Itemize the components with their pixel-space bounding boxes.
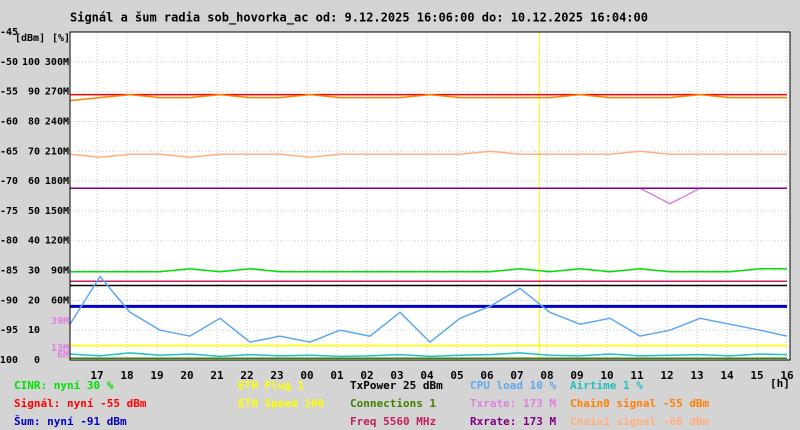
pct-tick-label: 10 [28,325,40,336]
y-tick-label: -50 [0,57,18,68]
series-line [69,93,787,102]
legend-entry: Chain1 signal -66 dBm [570,415,709,428]
y-tick-label: -90 [0,295,18,306]
y-tick-label: -45 [0,27,18,38]
legend-entry: Airtime 1 % [570,379,643,392]
legend-entry: Freq 5560 MHz [350,415,436,428]
y-tick-label: -95 [0,325,18,336]
series-line [69,352,788,358]
legend-entry: Šum: nyní -91 dBm [14,415,127,428]
x-tick-label: 07 [510,369,523,382]
rate-tick-label: 60M [51,295,69,306]
legend-entry: CPU load 10 % [470,379,556,392]
plot-frame [69,31,791,361]
legend-entry: ETH Plug 1 [238,379,305,392]
x-tick-label: 12 [660,369,673,382]
x-tick-label: 01 [330,369,344,382]
legend-entry: Rxrate: 173 M [470,415,556,428]
rate-tick-label: 240M [45,116,69,127]
y-tick-label: -80 [0,236,18,247]
x-tick-label: 20 [180,369,193,382]
x-tick-label: 00 [300,369,313,382]
x-tick-label: 21 [210,369,224,382]
series-line [70,268,787,273]
chart-title: Signál a šum radia sob_hovorka_ac od: 9.… [70,11,648,26]
x-tick-label: 05 [450,369,463,382]
series-line [69,275,788,344]
x-tick-label: 15 [750,369,763,382]
legend-entry: Signál: nyní -55 dBm [14,397,147,410]
x-tick-label: 02 [360,369,373,382]
rate-tick-label: 270M [45,87,69,98]
rate-marker: 39M [51,316,69,327]
x-tick-label: 11 [630,369,644,382]
x-tick-label: 16 [780,369,794,382]
legend-entry: CINR: nyní 30 % [14,379,114,392]
rate-tick-label: 210M [45,146,69,157]
rate-marker: 13M [51,343,69,354]
y-tick-label: -85 [0,266,18,277]
pct-tick-label: 0 [34,355,40,366]
rate-tick-label: 90M [51,266,69,277]
pct-tick-label: 100 [22,57,40,68]
y-tick-label: -65 [0,146,18,157]
pct-tick-label: 40 [28,236,40,247]
x-tick-label: 13 [690,369,703,382]
y-tick-label: -55 [0,87,18,98]
pct-tick-label: 20 [28,295,40,306]
rate-tick-label: 120M [45,236,69,247]
rate-marker: 6M [57,350,69,361]
x-tick-label: 09 [570,369,583,382]
y-tick-label: -60 [0,116,18,127]
x-tick-label: 08 [540,369,553,382]
legend-entry: Connections 1 [350,397,436,410]
pct-unit: [%] [52,33,70,44]
x-tick-label: 22 [240,369,253,382]
pct-tick-label: 80 [28,116,40,127]
y-tick-label: -75 [0,206,18,217]
x-tick-label: 23 [270,369,283,382]
legend-entry: TxPower 25 dBm [350,379,443,392]
x-tick-label: 04 [420,369,434,382]
x-tick-label: 10 [600,369,613,382]
y-tick-label: -100 [0,355,18,366]
x-tick-label: 14 [720,369,734,382]
legend-entry: Chain0 signal -55 dBm [570,397,709,410]
rate-tick-label: 300M [45,57,69,68]
x-tick-label: 17 [90,369,103,382]
pct-tick-label: 90 [28,87,40,98]
series-line [69,150,787,158]
x-unit: [h] [770,377,790,390]
y-unit: [dBm] [15,33,45,44]
x-tick-label: 19 [150,369,163,382]
pct-tick-label: 60 [28,176,40,187]
rate-tick-label: 150M [45,206,69,217]
x-tick-label: 03 [390,369,403,382]
pct-tick-label: 50 [28,206,40,217]
rate-tick-label: 180M [45,176,69,187]
legend-entry: Txrate: 173 M [470,397,556,410]
x-tick-label: 06 [480,369,494,382]
pct-tick-label: 70 [28,146,40,157]
x-tick-label: 18 [120,369,133,382]
pct-tick-label: 30 [28,266,40,277]
plot-area [70,32,790,360]
y-tick-label: -70 [0,176,18,187]
legend-entry: ETH Speed 100 [238,397,324,410]
